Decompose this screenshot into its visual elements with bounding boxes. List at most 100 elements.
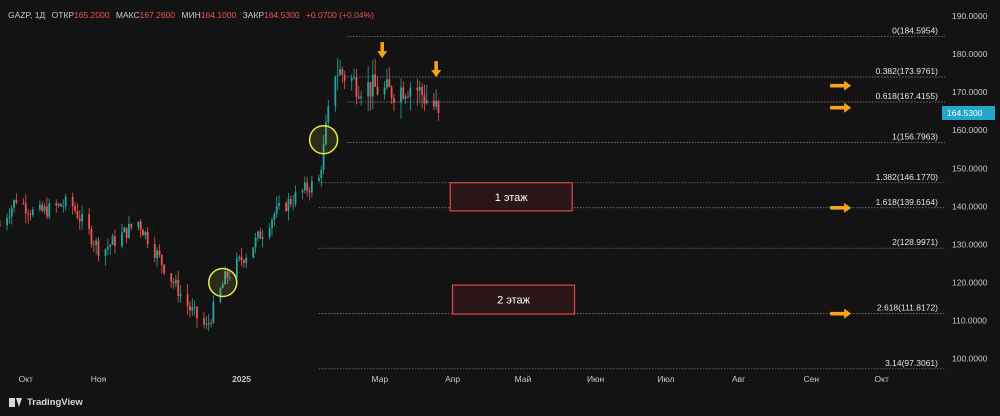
candle-body xyxy=(24,203,27,214)
candle-body xyxy=(90,229,93,245)
floor-box-label: 1 этаж xyxy=(495,192,529,204)
low-value: 164.1000 xyxy=(200,10,237,20)
candle-body xyxy=(92,244,95,246)
symbol-label[interactable]: GAZP xyxy=(8,10,31,20)
candle-body xyxy=(350,78,353,81)
candle-body xyxy=(144,231,147,236)
right-arrow-icon xyxy=(830,202,852,213)
price-tick-label: 190.0000 xyxy=(952,11,988,21)
candle-body xyxy=(421,87,423,96)
tradingview-icon xyxy=(9,398,23,407)
price-axis: 100.0000 110.0000 120.0000 130.0000 140.0000… xyxy=(942,11,995,364)
fib-level-label: 1(156.7963) xyxy=(892,131,938,141)
candle-body xyxy=(153,244,156,259)
candle-body xyxy=(343,74,346,81)
time-tick-label: Окт xyxy=(875,374,889,384)
down-arrow-icon xyxy=(377,42,388,59)
fib-level-label: 1.382(146.1770) xyxy=(876,172,939,182)
candle-body xyxy=(109,244,112,247)
candle-body xyxy=(409,87,412,97)
candle-body xyxy=(142,229,144,236)
candle-body xyxy=(383,87,386,95)
candle-body xyxy=(318,177,320,181)
down-arrow-icon xyxy=(431,61,442,78)
candle-body xyxy=(306,182,309,191)
time-tick-label: Окт xyxy=(19,374,33,384)
current-price-label: 164.5300 xyxy=(947,108,983,118)
price-tick-label: 100.0000 xyxy=(952,354,988,364)
candle-body xyxy=(114,236,116,247)
candle-body xyxy=(177,279,180,297)
tradingview-logo[interactable]: TradingView xyxy=(9,397,83,408)
candle-body xyxy=(235,258,238,278)
candle-body xyxy=(41,204,44,211)
candle-body xyxy=(334,76,337,106)
candle-body xyxy=(111,236,114,245)
price-tick-label: 170.0000 xyxy=(952,87,988,97)
candle-body xyxy=(336,75,339,77)
candle-body xyxy=(88,214,91,230)
candle-body xyxy=(125,227,128,238)
candle-body xyxy=(240,256,243,261)
candle-body xyxy=(273,214,276,220)
candle-body xyxy=(261,236,264,239)
candle-body xyxy=(376,86,379,95)
candle-body xyxy=(425,100,428,104)
fib-level-label: 0.618(167.4155) xyxy=(876,91,939,101)
price-tick-label: 150.0000 xyxy=(952,163,988,173)
candle-body xyxy=(29,214,32,216)
interval-label[interactable]: 1Д xyxy=(34,10,46,20)
high-label: МАКС xyxy=(115,10,140,20)
candle-body xyxy=(400,87,402,103)
price-tick-label: 160.0000 xyxy=(952,125,988,135)
candle-body xyxy=(203,318,205,325)
candle-body xyxy=(137,221,140,228)
price-tick-label: 140.0000 xyxy=(952,201,988,211)
fib-level-label: 2(128.9971) xyxy=(892,237,938,247)
highlight-circle xyxy=(308,124,339,155)
candle-body xyxy=(8,216,11,218)
candle-body xyxy=(285,203,287,211)
candle-body xyxy=(179,293,182,297)
candle-body xyxy=(62,206,65,207)
candles-group xyxy=(0,58,440,332)
candle-body xyxy=(163,264,166,274)
floor-box-label: 2 этаж xyxy=(497,295,531,307)
candle-body xyxy=(268,228,271,237)
candle-body xyxy=(278,203,280,206)
open-value: 165.2000 xyxy=(74,10,110,20)
candle-body xyxy=(435,101,438,107)
candle-body xyxy=(292,204,295,205)
candle-body xyxy=(371,74,374,97)
candle-body xyxy=(374,74,377,87)
fib-level-label: 3.14(97.3061) xyxy=(885,358,938,368)
candle-body xyxy=(48,203,51,217)
candle-body xyxy=(224,271,227,285)
open-label: ОТКР xyxy=(51,10,75,20)
candle-body xyxy=(432,100,435,107)
candle-body xyxy=(322,144,325,170)
candle-body xyxy=(156,250,159,259)
candle-body xyxy=(210,322,212,324)
candle-body xyxy=(55,203,58,206)
time-tick-label: 2025 xyxy=(232,374,251,384)
candle-body xyxy=(271,219,273,229)
candle-body xyxy=(15,200,18,203)
candle-body xyxy=(254,237,257,248)
candle-body xyxy=(104,249,107,257)
candle-body xyxy=(341,69,344,75)
floor-box xyxy=(451,284,576,315)
candle-body xyxy=(308,190,311,193)
candle-body xyxy=(238,256,241,259)
candle-body xyxy=(327,105,330,123)
candle-body xyxy=(174,279,177,284)
candle-body xyxy=(404,96,407,99)
candle-body xyxy=(31,209,34,216)
candle-body xyxy=(226,271,229,278)
candle-body xyxy=(257,231,259,238)
candle-body xyxy=(128,223,130,238)
fib-level-label: 0.382(173.9761) xyxy=(876,66,939,76)
candle-body xyxy=(146,231,149,245)
